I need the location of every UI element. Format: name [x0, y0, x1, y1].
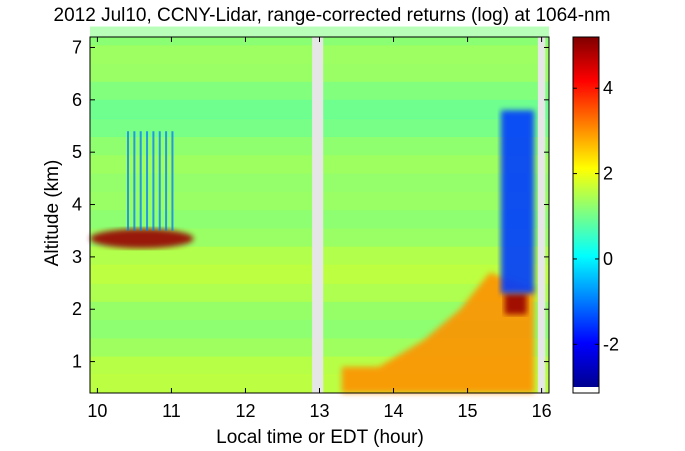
y-tick-label: 7 [72, 37, 82, 57]
x-tick-label: 15 [458, 401, 478, 421]
colorbar: -2 0 2 4 [572, 36, 619, 394]
low-signal-streak [127, 131, 130, 231]
y-tick-label: 2 [72, 299, 82, 319]
x-tick-label: 14 [384, 401, 404, 421]
data-gap [537, 37, 546, 393]
colorbar-tick-label: -2 [603, 334, 619, 354]
colorbar-tick-label: 2 [603, 164, 613, 184]
background-band [90, 26, 549, 46]
colorbar-frame [572, 36, 600, 394]
x-tick-label: 11 [162, 401, 181, 421]
x-tick-label: 13 [309, 401, 329, 421]
cloud-base [504, 293, 527, 315]
boundary-layer [341, 272, 535, 393]
low-signal-streak [152, 131, 155, 231]
y-axis: 1 2 3 4 5 6 7 [72, 37, 549, 372]
colorbar-tick-label: 4 [603, 78, 613, 98]
y-tick-label: 4 [72, 195, 82, 215]
x-tick-label: 12 [235, 401, 255, 421]
low-signal-streak [158, 131, 161, 231]
plot-area [89, 26, 550, 394]
data-gap [312, 37, 324, 393]
data-gaps [312, 37, 546, 393]
low-signal-streak [146, 131, 149, 231]
x-axis: 10 11 12 13 14 15 16 [87, 37, 552, 421]
colorbar-tick-label: 0 [603, 249, 613, 269]
low-signal-streak [139, 131, 142, 231]
y-tick-label: 1 [72, 352, 82, 372]
low-signal-streak [165, 131, 168, 231]
low-signal-streak [133, 131, 136, 231]
chart-title: 2012 Jul10, CCNY-Lidar, range-corrected … [54, 5, 611, 26]
y-tick-label: 5 [72, 142, 82, 162]
colorbar-ticks: -2 0 2 4 [573, 78, 619, 354]
y-tick-label: 3 [72, 247, 82, 267]
low-signal-region [500, 110, 535, 294]
x-tick-label: 16 [532, 401, 552, 421]
y-axis-label: Altitude (km) [42, 160, 63, 267]
data-field [90, 26, 549, 394]
y-tick-label: 6 [72, 90, 82, 110]
low-signal-streak [171, 131, 174, 231]
x-axis-label: Local time or EDT (hour) [216, 427, 424, 448]
x-tick-label: 10 [87, 401, 107, 421]
aerosol-layer [90, 228, 194, 249]
colorbar-gradient [573, 37, 599, 387]
